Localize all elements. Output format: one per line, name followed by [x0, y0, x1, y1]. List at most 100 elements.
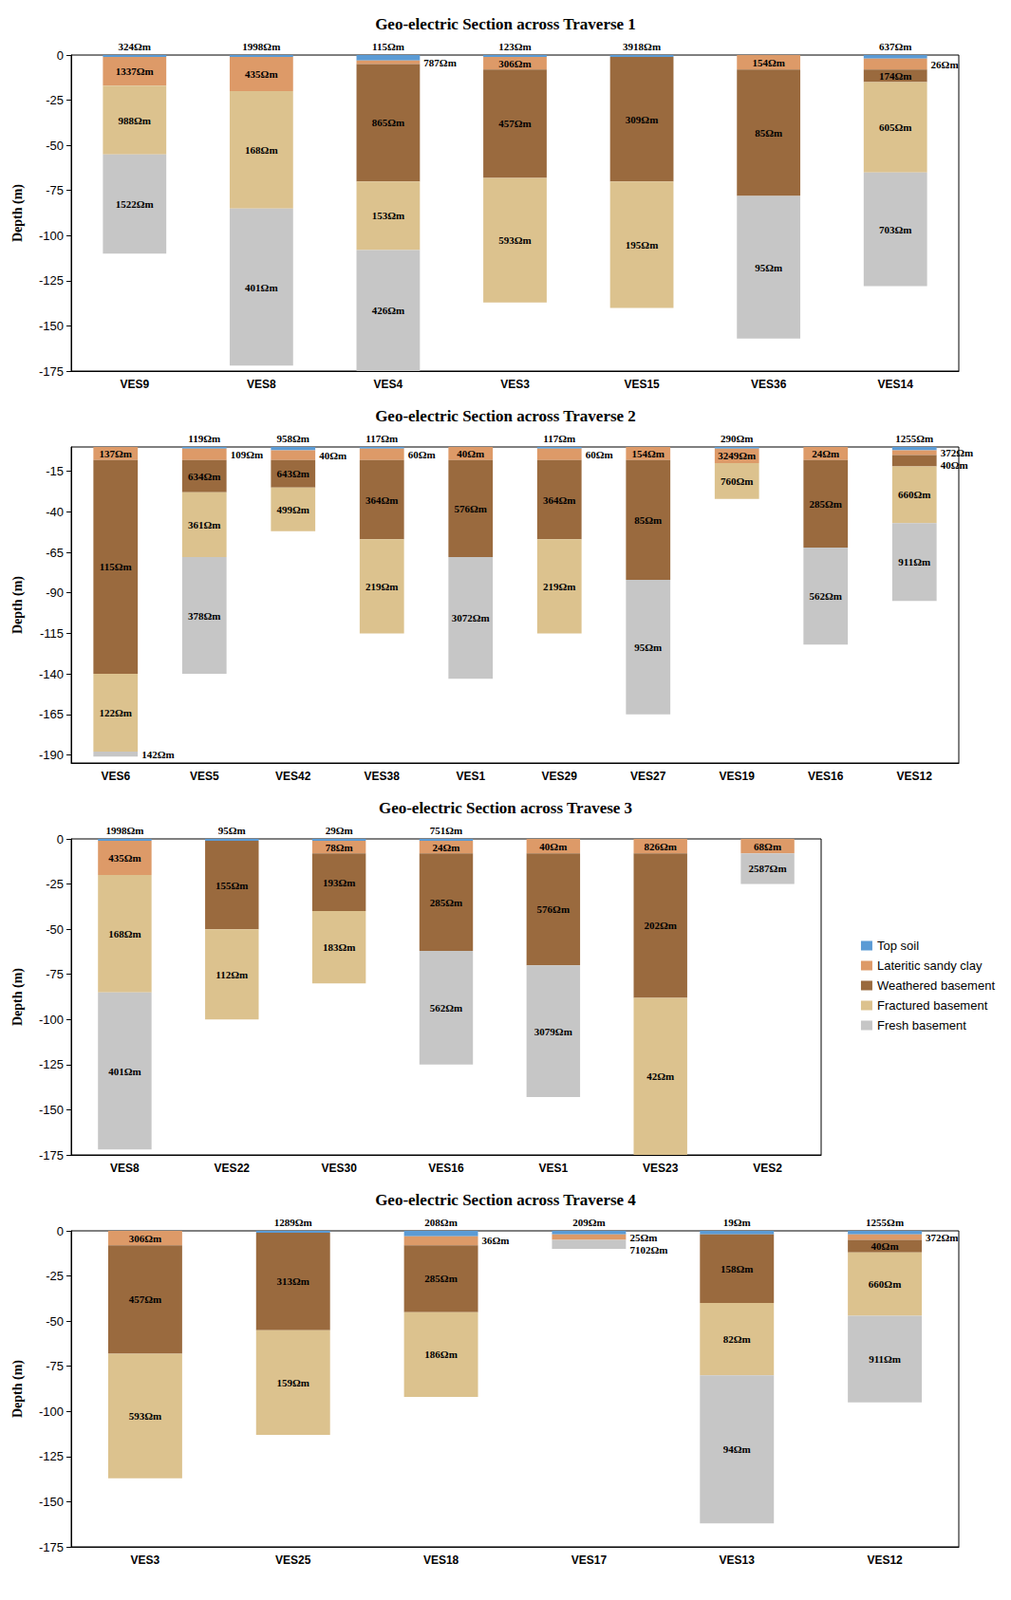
svg-text:0: 0 [56, 832, 64, 847]
svg-text:209Ωm: 209Ωm [572, 1216, 605, 1229]
svg-text:VES27: VES27 [630, 769, 667, 784]
svg-text:787Ωm: 787Ωm [423, 56, 456, 69]
svg-text:VES29: VES29 [542, 769, 579, 784]
svg-text:0: 0 [56, 1224, 64, 1239]
svg-text:186Ωm: 186Ωm [424, 1348, 457, 1361]
svg-text:576Ωm: 576Ωm [537, 903, 570, 916]
svg-text:117Ωm: 117Ωm [365, 432, 398, 445]
svg-text:25Ωm: 25Ωm [629, 1232, 657, 1244]
svg-text:-50: -50 [45, 922, 64, 937]
svg-text:660Ωm: 660Ωm [898, 488, 931, 501]
svg-text:VES13: VES13 [719, 1553, 756, 1568]
svg-text:988Ωm: 988Ωm [118, 114, 151, 127]
svg-text:24Ωm: 24Ωm [811, 448, 840, 460]
svg-text:-50: -50 [45, 138, 64, 153]
svg-text:24Ωm: 24Ωm [432, 842, 461, 854]
svg-text:3249Ωm: 3249Ωm [717, 449, 756, 462]
svg-text:643Ωm: 643Ωm [277, 468, 310, 480]
svg-text:3072Ωm: 3072Ωm [451, 612, 490, 624]
svg-text:426Ωm: 426Ωm [372, 304, 405, 317]
svg-text:68Ωm: 68Ωm [753, 841, 782, 853]
svg-text:95Ωm: 95Ωm [754, 262, 783, 274]
svg-text:VES30: VES30 [320, 1161, 357, 1176]
svg-text:VES19: VES19 [719, 769, 756, 784]
svg-text:Depth (m): Depth (m) [10, 1360, 26, 1419]
svg-text:-115: -115 [39, 626, 64, 641]
svg-text:183Ωm: 183Ωm [322, 941, 356, 954]
svg-text:7102Ωm: 7102Ωm [629, 1244, 668, 1256]
svg-text:-175: -175 [38, 1540, 64, 1555]
svg-text:109Ωm: 109Ωm [230, 449, 263, 461]
svg-text:VES42: VES42 [275, 769, 312, 784]
svg-text:-15: -15 [45, 464, 64, 479]
svg-text:154Ωm: 154Ωm [632, 448, 665, 460]
svg-text:85Ωm: 85Ωm [634, 514, 662, 526]
svg-text:457Ωm: 457Ωm [498, 117, 531, 130]
svg-text:154Ωm: 154Ωm [751, 56, 785, 69]
svg-text:26Ωm: 26Ωm [931, 58, 959, 71]
svg-text:VES17: VES17 [571, 1553, 608, 1568]
svg-text:-125: -125 [38, 273, 64, 288]
svg-text:562Ωm: 562Ωm [809, 590, 843, 602]
svg-text:-125: -125 [38, 1057, 64, 1072]
svg-text:285Ωm: 285Ωm [424, 1273, 457, 1285]
svg-text:VES22: VES22 [214, 1161, 251, 1176]
svg-text:-50: -50 [45, 1314, 64, 1330]
svg-text:VES2: VES2 [752, 1161, 783, 1176]
svg-text:593Ωm: 593Ωm [498, 234, 531, 246]
svg-text:-100: -100 [38, 1404, 64, 1420]
svg-text:634Ωm: 634Ωm [187, 470, 221, 483]
svg-text:361Ωm: 361Ωm [187, 519, 221, 531]
svg-text:174Ωm: 174Ωm [879, 70, 912, 82]
svg-text:364Ωm: 364Ωm [542, 494, 576, 506]
svg-text:-100: -100 [38, 1012, 64, 1028]
svg-text:95Ωm: 95Ωm [218, 824, 246, 837]
svg-text:324Ωm: 324Ωm [118, 40, 151, 53]
svg-text:-150: -150 [38, 318, 64, 334]
svg-text:703Ωm: 703Ωm [879, 224, 912, 236]
svg-text:-175: -175 [38, 1148, 64, 1163]
svg-text:208Ωm: 208Ωm [424, 1216, 457, 1229]
svg-text:202Ωm: 202Ωm [643, 919, 676, 932]
svg-text:660Ωm: 660Ωm [868, 1278, 901, 1291]
svg-text:Top soil: Top soil [877, 938, 919, 954]
svg-text:-140: -140 [38, 667, 64, 682]
svg-text:Geo-electric Section across Tr: Geo-electric Section across Traverse 1 [374, 15, 637, 34]
svg-text:Weathered basement: Weathered basement [877, 978, 995, 993]
svg-text:-125: -125 [38, 1449, 64, 1464]
svg-text:VES4: VES4 [374, 377, 404, 392]
svg-text:115Ωm: 115Ωm [372, 40, 405, 53]
svg-text:285Ωm: 285Ωm [809, 498, 843, 510]
svg-text:VES6: VES6 [100, 769, 131, 784]
svg-text:Lateritic sandy clay: Lateritic sandy clay [877, 958, 983, 974]
svg-text:435Ωm: 435Ωm [244, 68, 278, 80]
svg-text:2587Ωm: 2587Ωm [748, 862, 787, 875]
svg-text:117Ωm: 117Ωm [542, 432, 576, 445]
svg-text:VES18: VES18 [423, 1553, 460, 1568]
svg-text:119Ωm: 119Ωm [187, 432, 221, 445]
svg-text:306Ωm: 306Ωm [498, 57, 531, 70]
svg-text:153Ωm: 153Ωm [372, 209, 405, 222]
svg-text:-25: -25 [45, 1269, 64, 1284]
svg-text:Fractured basement: Fractured basement [877, 998, 989, 1013]
svg-text:1289Ωm: 1289Ωm [274, 1216, 313, 1229]
svg-text:826Ωm: 826Ωm [643, 841, 676, 853]
svg-text:1255Ωm: 1255Ωm [865, 1216, 904, 1229]
svg-text:1998Ωm: 1998Ωm [105, 824, 144, 837]
svg-text:313Ωm: 313Ωm [277, 1275, 310, 1288]
svg-text:751Ωm: 751Ωm [430, 824, 463, 837]
svg-text:VES3: VES3 [500, 377, 530, 392]
svg-text:60Ωm: 60Ωm [585, 449, 614, 461]
svg-text:637Ωm: 637Ωm [879, 40, 912, 53]
svg-text:159Ωm: 159Ωm [277, 1377, 310, 1389]
svg-text:-40: -40 [45, 505, 64, 520]
svg-text:82Ωm: 82Ωm [723, 1333, 751, 1346]
svg-text:VES1: VES1 [539, 1161, 569, 1176]
svg-text:219Ωm: 219Ωm [542, 580, 576, 593]
svg-text:36Ωm: 36Ωm [482, 1235, 510, 1247]
svg-text:1337Ωm: 1337Ωm [115, 65, 154, 77]
svg-text:115Ωm: 115Ωm [99, 561, 132, 573]
svg-text:-150: -150 [38, 1495, 64, 1510]
svg-text:168Ωm: 168Ωm [108, 928, 141, 940]
svg-text:Geo-electric Section across Tr: Geo-electric Section across Travese 3 [378, 799, 633, 818]
